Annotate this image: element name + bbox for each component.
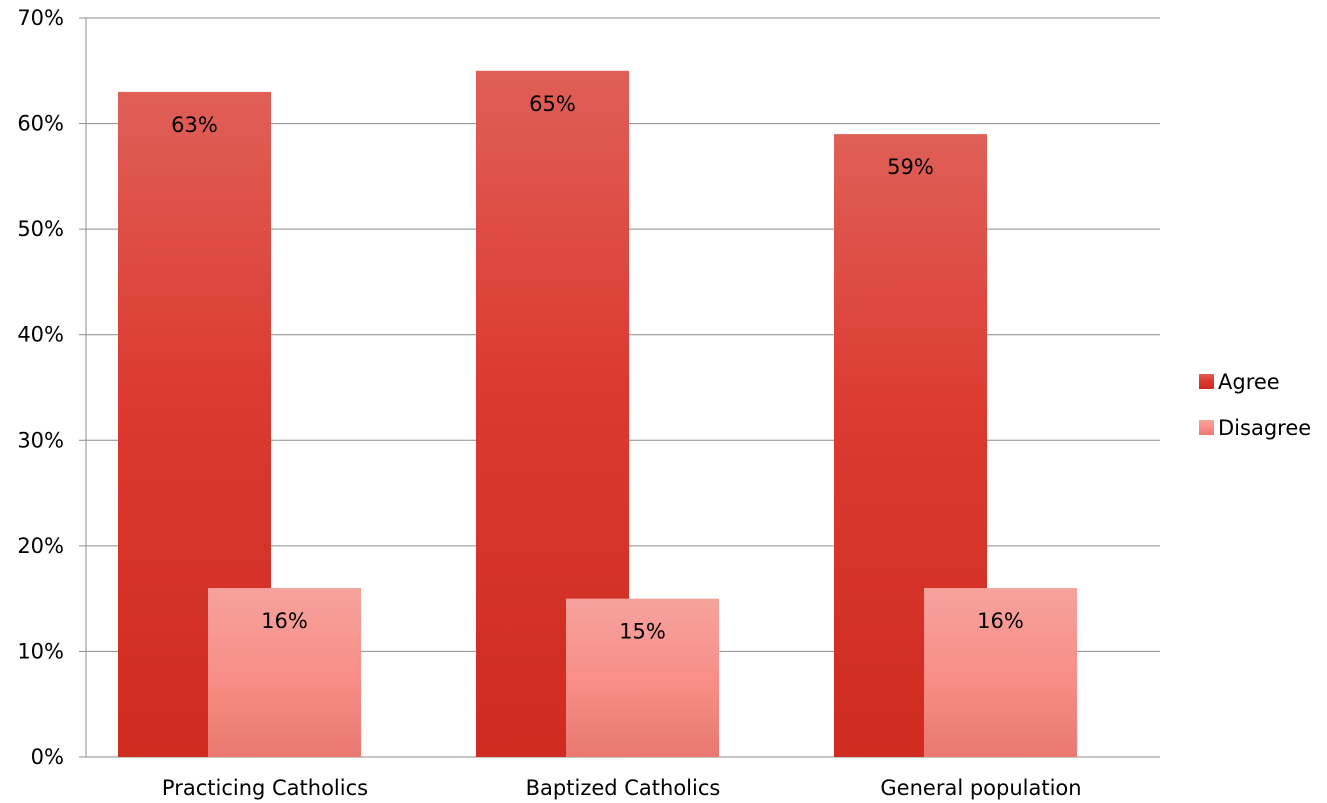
legend-label-disagree: Disagree xyxy=(1218,416,1311,440)
legend-label-agree: Agree xyxy=(1218,370,1280,394)
bar-disagree-1 xyxy=(566,598,719,757)
y-tick-label: 30% xyxy=(17,428,64,452)
y-tick-label: 40% xyxy=(17,323,64,347)
tick-labels: 0% 10% 20% 30% 40% 50% 60% 70% Practicing Cathol… xyxy=(17,6,1081,800)
data-label-agree: 59% xyxy=(887,155,934,179)
y-tick-label: 10% xyxy=(17,639,64,663)
y-tick-label: 60% xyxy=(17,112,64,136)
y-tick-label: 20% xyxy=(17,534,64,558)
data-label-disagree: 15% xyxy=(619,620,666,644)
data-labels: 63% 16% 65% 15% 59% 16% xyxy=(171,92,1024,644)
bar-disagree-0 xyxy=(208,588,361,757)
y-tick-label: 70% xyxy=(17,6,64,30)
data-label-disagree: 16% xyxy=(977,609,1024,633)
x-tick-label: Practicing Catholics xyxy=(162,776,368,800)
x-tick-label: Baptized Catholics xyxy=(526,776,721,800)
bar-disagree-2 xyxy=(924,588,1077,757)
data-label-agree: 63% xyxy=(171,113,218,137)
x-tick-label: General population xyxy=(880,776,1081,800)
legend-swatch-disagree xyxy=(1199,420,1214,435)
data-label-agree: 65% xyxy=(529,92,576,116)
legend-swatch-agree xyxy=(1199,374,1214,389)
legend: Agree Disagree xyxy=(1199,370,1311,440)
data-label-disagree: 16% xyxy=(261,609,308,633)
y-tick-label: 50% xyxy=(17,217,64,241)
bars xyxy=(118,70,1077,758)
y-tick-label: 0% xyxy=(31,745,64,769)
